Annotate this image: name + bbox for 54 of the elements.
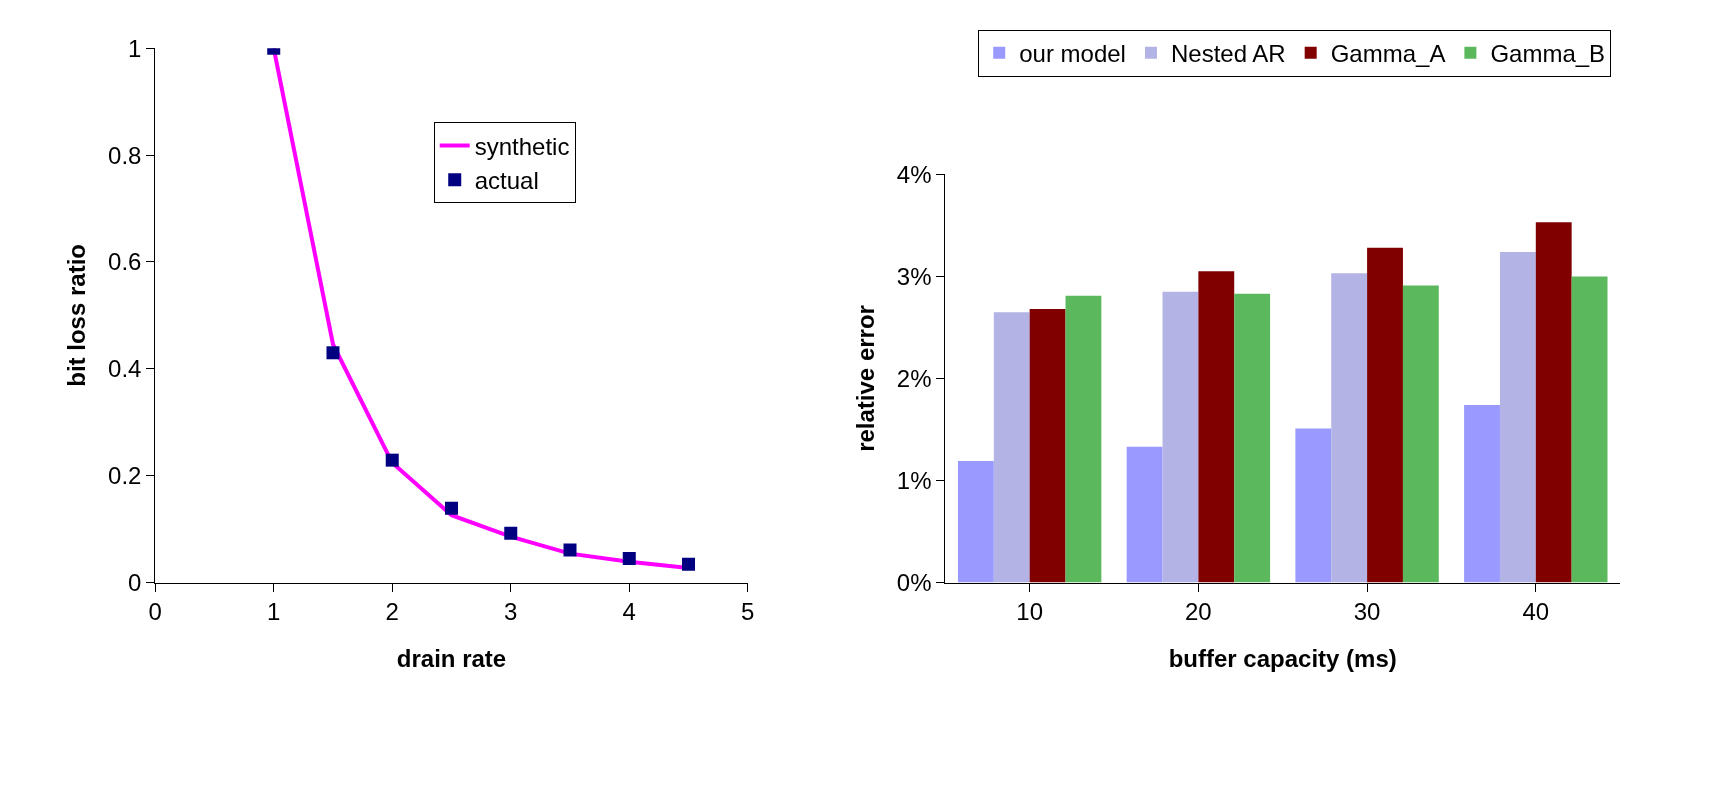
bar bbox=[1571, 276, 1608, 583]
legend-label: Nested AR bbox=[1170, 40, 1286, 68]
bar bbox=[957, 461, 994, 583]
legend-label: Gamma_B bbox=[1490, 40, 1606, 68]
y-tick-label: 0 bbox=[128, 568, 142, 596]
bar bbox=[1295, 428, 1332, 583]
y-tick-label: 0.4 bbox=[108, 355, 142, 383]
legend-label: our model bbox=[1019, 40, 1126, 68]
x-tick-label: 4 bbox=[622, 598, 636, 626]
y-tick-label: 1 bbox=[128, 34, 142, 62]
point bbox=[326, 346, 340, 360]
y-tick-label: 0.8 bbox=[108, 141, 142, 169]
bar bbox=[1464, 404, 1500, 583]
x-axis-title: drain rate bbox=[396, 644, 507, 672]
x-tick-label: 20 bbox=[1185, 598, 1212, 626]
bar bbox=[1126, 446, 1163, 583]
bar bbox=[1162, 291, 1199, 583]
bar bbox=[1065, 295, 1102, 583]
y-tick-label: 0% bbox=[896, 568, 932, 596]
bar bbox=[1029, 309, 1066, 583]
y-tick-label: 3% bbox=[896, 262, 932, 290]
y-axis-title: relative error bbox=[851, 305, 879, 452]
y-axis-title: bit loss ratio bbox=[63, 244, 91, 387]
point bbox=[445, 501, 458, 515]
x-tick-label: 30 bbox=[1353, 598, 1381, 626]
bar bbox=[1234, 293, 1271, 583]
y-tick-label: 1% bbox=[896, 466, 932, 494]
point bbox=[504, 526, 518, 540]
bar bbox=[1367, 247, 1403, 583]
x-tick-label: 10 bbox=[1016, 598, 1044, 626]
legend-label: Gamma_A bbox=[1330, 40, 1446, 68]
y-tick-label: 0.2 bbox=[108, 462, 142, 490]
legend-label: actual bbox=[474, 167, 539, 195]
bar bbox=[1331, 273, 1368, 583]
x-tick-label: 1 bbox=[267, 598, 281, 626]
point bbox=[682, 557, 696, 571]
legend-label: synthetic bbox=[474, 132, 570, 160]
point bbox=[622, 551, 636, 565]
point bbox=[563, 543, 577, 557]
x-tick-label: 0 bbox=[148, 598, 162, 626]
point bbox=[385, 453, 399, 467]
bar bbox=[1535, 222, 1572, 583]
bar bbox=[1198, 271, 1235, 583]
x-tick-label: 2 bbox=[385, 598, 399, 626]
y-tick-label: 4% bbox=[896, 160, 932, 188]
x-tick-label: 40 bbox=[1522, 598, 1550, 626]
bar bbox=[1402, 285, 1439, 583]
y-tick-label: 2% bbox=[896, 364, 932, 392]
x-tick-label: 3 bbox=[504, 598, 518, 626]
x-tick-label: 5 bbox=[741, 598, 755, 626]
y-tick-label: 0.6 bbox=[108, 248, 142, 276]
bar bbox=[1499, 251, 1536, 583]
bar bbox=[993, 312, 1030, 583]
x-axis-title: buffer capacity (ms) bbox=[1168, 644, 1397, 672]
